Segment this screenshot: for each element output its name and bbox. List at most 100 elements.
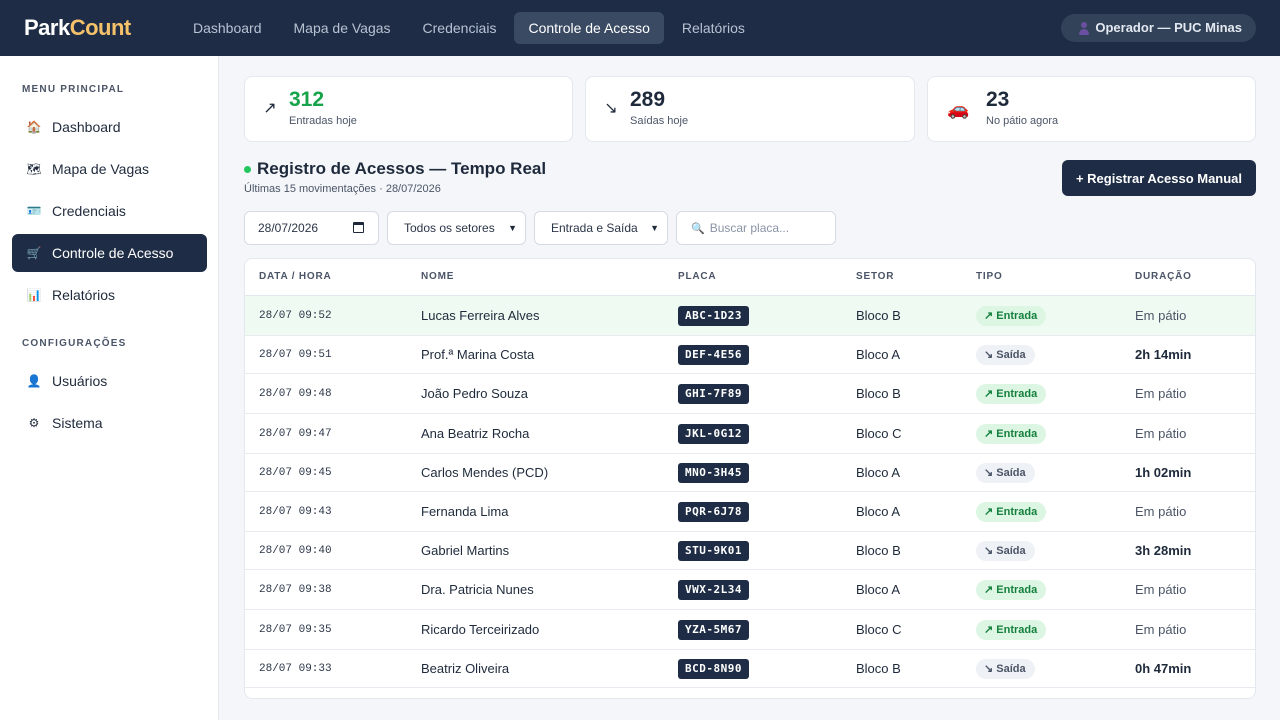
table-row[interactable]: 28/07 09:40 Gabriel Martins STU-9K01 Bloco …: [245, 532, 1255, 570]
type-badge-entrada: ↗ Entrada: [976, 306, 1047, 326]
cell-sector: Bloco B: [856, 308, 901, 323]
table-row[interactable]: 28/07 09:51 Prof.ª Marina Costa DEF-4E56 Bl…: [245, 336, 1255, 374]
column-header-duration: DURAÇÃO: [1135, 271, 1192, 282]
stat-label: Entradas hoje: [289, 115, 357, 127]
register-manual-access-button[interactable]: + Registrar Acesso Manual: [1062, 160, 1256, 196]
plate-badge: DEF-4E56: [678, 345, 749, 365]
direction-select[interactable]: Entrada e Saída ▼: [534, 211, 668, 245]
sector-select-value: Todos os setores: [404, 221, 495, 235]
cell-datetime: 28/07 09:51: [259, 349, 332, 361]
sidebar-item-relatorios[interactable]: 📊 Relatórios: [12, 276, 207, 314]
cell-name: Lucas Ferreira Alves: [421, 308, 540, 323]
table-row[interactable]: 28/07 09:47 Ana Beatriz Rocha JKL-0G12 Bloc…: [245, 414, 1255, 454]
stat-card-no-patio: 🚗 23 No pátio agora: [927, 76, 1256, 142]
plate-badge: PQR-6J78: [678, 502, 749, 522]
sidebar-section-config: CONFIGURAÇÕES: [22, 338, 127, 349]
operator-badge[interactable]: Operador — PUC Minas: [1061, 14, 1256, 42]
stat-value: 289: [630, 88, 666, 111]
cell-name: Carlos Mendes (PCD): [421, 465, 549, 480]
column-header-sector: SETOR: [856, 271, 895, 282]
date-filter-input[interactable]: 28/07/2026: [244, 211, 379, 245]
cell-duration: Em pátio: [1135, 426, 1187, 441]
chevron-down-icon: ▼: [650, 223, 659, 233]
tab-controle-de-acesso[interactable]: Controle de Acesso: [514, 12, 664, 44]
car-icon: 🚗: [947, 99, 970, 119]
cell-sector: Bloco B: [856, 386, 901, 401]
plate-badge: YZA-5M67: [678, 620, 749, 640]
cell-datetime: 28/07 09:38: [259, 584, 332, 596]
tab-relatorios[interactable]: Relatórios: [681, 20, 745, 36]
cell-sector: Bloco A: [856, 504, 901, 519]
cell-name: Gabriel Martins: [421, 543, 510, 558]
top-navbar: ParkCount Dashboard Mapa de Vagas Creden…: [0, 0, 1280, 56]
table-header: DATA / HORA NOME PLACA SETOR TIPO DURAÇÃ…: [245, 259, 1255, 296]
calendar-icon[interactable]: [353, 222, 364, 233]
stat-card-entradas: ↗ 312 Entradas hoje: [244, 76, 573, 142]
cell-name: Fernanda Lima: [421, 504, 509, 519]
cell-sector: Bloco A: [856, 465, 901, 480]
column-header-type: TIPO: [976, 271, 1003, 282]
map-icon: 🗺: [26, 162, 42, 176]
search-icon: 🔍: [691, 222, 705, 235]
cell-duration: Em pátio: [1135, 582, 1187, 597]
live-indicator-icon: [244, 165, 251, 173]
app-logo[interactable]: ParkCount: [24, 15, 131, 41]
type-badge-saida: ↘ Saída: [976, 659, 1035, 679]
sidebar-item-usuarios[interactable]: 👤 Usuários: [12, 362, 207, 400]
cell-duration: Em pátio: [1135, 622, 1187, 637]
cell-name: Dra. Patricia Nunes: [421, 582, 534, 597]
cell-datetime: 28/07 09:52: [259, 310, 332, 322]
home-icon: 🏠: [26, 120, 42, 134]
sidebar-item-sistema[interactable]: ⚙ Sistema: [12, 404, 207, 442]
table-row[interactable]: 28/07 09:48 João Pedro Souza GHI-7F89 Bloco…: [245, 374, 1255, 414]
cell-datetime: 28/07 09:33: [259, 663, 332, 675]
table-row[interactable]: 28/07 09:38 Dra. Patricia Nunes VWX-2L34 Bl…: [245, 570, 1255, 610]
plate-search-input[interactable]: 🔍 Buscar placa...: [676, 211, 836, 245]
cell-datetime: 28/07 09:45: [259, 467, 332, 479]
plate-badge: ABC-1D23: [678, 306, 749, 326]
table-row[interactable]: 28/07 09:33 Beatriz Oliveira BCD-8N90 Bloco…: [245, 650, 1255, 688]
stat-label: No pátio agora: [986, 115, 1059, 127]
cell-datetime: 28/07 09:48: [259, 388, 332, 400]
direction-select-value: Entrada e Saída: [551, 221, 638, 235]
type-badge-entrada: ↗ Entrada: [976, 502, 1047, 522]
cell-duration: 3h 28min: [1135, 543, 1192, 558]
cell-sector: Bloco A: [856, 582, 901, 597]
tab-credenciais[interactable]: Credenciais: [422, 20, 497, 36]
logo-text-count: Count: [69, 15, 132, 40]
sidebar: MENU PRINCIPAL 🏠 Dashboard 🗺 Mapa de Vag…: [0, 56, 219, 720]
cell-datetime: 28/07 09:43: [259, 506, 332, 518]
sidebar-item-dashboard[interactable]: 🏠 Dashboard: [12, 108, 207, 146]
sidebar-item-credenciais[interactable]: 🪪 Credenciais: [12, 192, 207, 230]
type-badge-entrada: ↗ Entrada: [976, 620, 1047, 640]
table-row[interactable]: 28/07 09:43 Fernanda Lima PQR-6J78 Bloco A ↗…: [245, 492, 1255, 532]
sidebar-item-controle-de-acesso[interactable]: 🛒 Controle de Acesso: [12, 234, 207, 272]
stat-label: Saídas hoje: [630, 115, 689, 127]
tab-dashboard[interactable]: Dashboard: [193, 20, 262, 36]
cell-duration: 1h 02min: [1135, 465, 1192, 480]
type-badge-entrada: ↗ Entrada: [976, 384, 1047, 404]
user-icon: [1077, 21, 1091, 35]
table-row[interactable]: 28/07 09:45 Carlos Mendes (PCD) MNO-3H45 Bl…: [245, 454, 1255, 492]
plate-badge: VWX-2L34: [678, 580, 749, 600]
sidebar-item-label: Credenciais: [52, 203, 126, 219]
bar-chart-icon: 📊: [26, 288, 42, 302]
sector-select[interactable]: Todos os setores ▼: [387, 211, 526, 245]
type-badge-entrada: ↗ Entrada: [976, 424, 1047, 444]
cell-sector: Bloco C: [856, 426, 902, 441]
cell-sector: Bloco B: [856, 661, 901, 676]
sidebar-item-label: Sistema: [52, 415, 103, 431]
sidebar-item-mapa-de-vagas[interactable]: 🗺 Mapa de Vagas: [12, 150, 207, 188]
date-filter-value: 28/07/2026: [258, 221, 319, 235]
cell-duration: Em pátio: [1135, 386, 1187, 401]
tab-mapa-de-vagas[interactable]: Mapa de Vagas: [293, 20, 391, 36]
page-title-text: Registro de Acessos — Tempo Real: [257, 159, 547, 178]
cell-name: Ana Beatriz Rocha: [421, 426, 530, 441]
stat-value: 23: [986, 88, 1010, 111]
sidebar-item-label: Usuários: [52, 373, 108, 389]
plate-badge: GHI-7F89: [678, 384, 749, 404]
column-header-name: NOME: [421, 271, 455, 282]
table-row[interactable]: 28/07 09:52 Lucas Ferreira Alves ABC-1D23 B…: [245, 296, 1255, 336]
table-row[interactable]: 28/07 09:35 Ricardo Terceirizado YZA-5M67 B…: [245, 610, 1255, 650]
cell-duration: Em pátio: [1135, 308, 1187, 323]
